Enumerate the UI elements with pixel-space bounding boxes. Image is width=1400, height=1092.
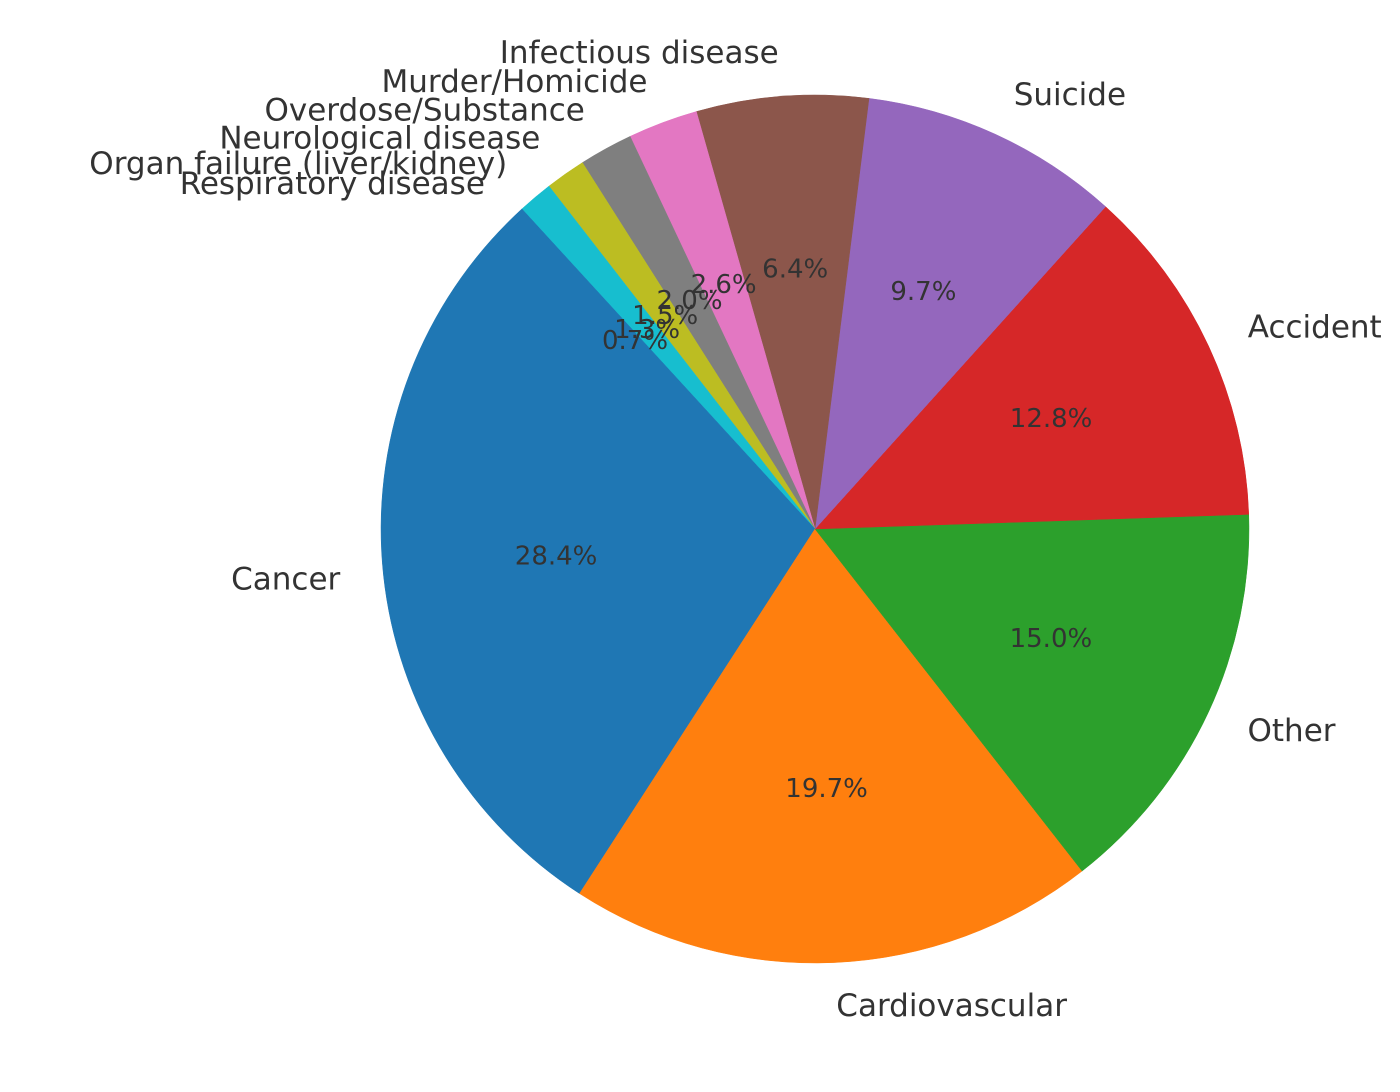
pct-label-neurological-disease: 1.5% [632,301,698,331]
pct-label-accident: 12.8% [1010,404,1093,434]
pie-slices [380,94,1250,964]
pct-label-infectious-disease: 6.4% [762,254,828,284]
slice-label-accident: Accident [1248,310,1382,346]
pct-label-cancer: 28.4% [515,542,598,572]
slice-label-organ-failure-liver-kidney: Organ failure (liver/kidney) [89,146,507,182]
slice-label-suicide: Suicide [1014,77,1126,113]
pie-slice-cardiovascular [579,528,1083,964]
pie-slice-cancer [380,221,816,894]
pie-slice-accident [814,206,1250,530]
slice-label-neurological-disease: Neurological disease [219,121,540,157]
slice-label-murder-homicide: Murder/Homicide [381,64,647,100]
pct-label-organ-failure-liver-kidney: 1.3% [614,315,680,345]
pie-slice-other [814,514,1250,872]
slice-label-overdose-substance: Overdose/Substance [264,93,584,129]
slice-label-other: Other [1248,713,1336,749]
category-labels: Cancer Cardiovascular Other Accident Suicide… [89,35,1381,1024]
pct-label-respiratory-disease: 0.7% [602,326,668,356]
slice-label-respiratory-disease: Respiratory disease [180,166,485,202]
pie-slice-infectious-disease [696,94,870,530]
pct-label-overdose-substance: 2.0% [656,286,722,316]
pct-label-other: 15.0% [1010,624,1093,654]
pie-slice-suicide [814,98,1106,530]
slice-label-infectious-disease: Infectious disease [500,35,779,71]
pct-label-cardiovascular: 19.7% [785,774,868,804]
pct-label-suicide: 9.7% [890,277,956,307]
pie-slice-respiratory-disease [507,208,816,530]
slice-label-cardiovascular: Cardiovascular [836,988,1067,1024]
percent-labels: 28.4% 19.7% 15.0% 12.8% 9.7% 6.4%2.6%2.0%1.5%… [515,254,1093,804]
pct-label-murder-homicide: 2.6% [691,270,757,300]
slice-label-cancer: Cancer [231,562,340,598]
